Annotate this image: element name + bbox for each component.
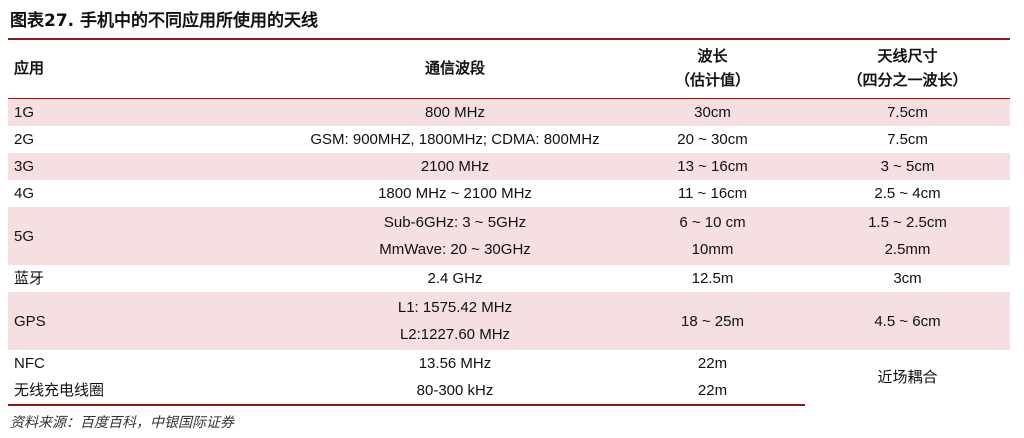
band-line: MmWave: 20 ~ 30GHz	[379, 241, 531, 258]
wavelength-line: 30cm	[694, 104, 731, 121]
header-line: （四分之一波长）	[847, 72, 968, 89]
band-cell: Sub-6GHz: 3 ~ 5GHz MmWave: 20 ~ 30GHz	[290, 207, 620, 265]
antenna-table: 应用 通信波段 波长 （估计值） 天线尺寸 （四分之一波长） 1G 800 MHz 30cm 7…	[8, 38, 1010, 406]
wavelength-cell: 11 ~ 16cm	[620, 180, 805, 207]
band-cell: 2100 MHz	[290, 153, 620, 180]
column-header: 波长 （估计值）	[620, 38, 805, 99]
header-line: 通信波段	[424, 60, 485, 77]
wavelength-cell: 30cm	[620, 98, 805, 126]
app-cell: 蓝牙	[14, 270, 45, 287]
size-line: 2.5mm	[884, 241, 931, 258]
band-cell: 80-300 kHz	[290, 377, 620, 406]
band-line: GSM: 900MHZ, 1800MHz; CDMA: 800MHz	[310, 131, 600, 148]
wavelength-line: 6 ~ 10 cm	[679, 214, 746, 231]
band-line: L2:1227.60 MHz	[399, 326, 511, 343]
table-row: 3G 2100 MHz 13 ~ 16cm 3 ~ 5cm	[8, 153, 1010, 180]
merged-size-cell: 近场耦合	[877, 369, 938, 386]
table-row: 4G 1800 MHz ~ 2100 MHz 11 ~ 16cm 2.5 ~ 4cm	[8, 180, 1010, 207]
size-line: 7.5cm	[887, 131, 928, 148]
table-row: 1G 800 MHz 30cm 7.5cm	[8, 98, 1010, 126]
header-line: 天线尺寸	[877, 48, 938, 65]
table-row: 2G GSM: 900MHZ, 1800MHz; CDMA: 800MHz 20 ~…	[8, 126, 1010, 153]
band-cell: 2.4 GHz	[290, 265, 620, 292]
wavelength-cell: 20 ~ 30cm	[620, 126, 805, 153]
wavelength-cell: 13 ~ 16cm	[620, 153, 805, 180]
size-line: 7.5cm	[887, 104, 928, 121]
header-row: 应用 通信波段 波长 （估计值） 天线尺寸 （四分之一波长）	[8, 38, 1010, 99]
band-line: 80-300 kHz	[416, 382, 494, 399]
wavelength-line: 12.5m	[691, 270, 734, 287]
source-note: 资料来源：百度百科，中银国际证券	[10, 415, 234, 431]
wavelength-line: 22m	[697, 382, 728, 399]
size-cell: 2.5 ~ 4cm	[805, 180, 1010, 207]
app-cell: NFC	[14, 355, 45, 372]
size-cell: 3 ~ 5cm	[805, 153, 1010, 180]
band-cell: 800 MHz	[290, 98, 620, 126]
table-row: GPS L1: 1575.42 MHz L2:1227.60 MHz 18 ~ 25m…	[8, 292, 1010, 350]
band-line: 2100 MHz	[420, 158, 490, 175]
band-cell: 1800 MHz ~ 2100 MHz	[290, 180, 620, 207]
band-line: 1800 MHz ~ 2100 MHz	[378, 185, 532, 202]
band-cell: 13.56 MHz	[290, 350, 620, 377]
wavelength-cell: 6 ~ 10 cm 10mm	[620, 207, 805, 265]
wavelength-line: 11 ~ 16cm	[677, 185, 748, 202]
wavelength-cell: 22m	[620, 377, 805, 406]
band-line: 800 MHz	[424, 104, 486, 121]
band-line: 13.56 MHz	[418, 355, 492, 372]
app-cell: 5G	[8, 207, 290, 265]
size-cell: 4.5 ~ 6cm	[805, 292, 1010, 350]
wavelength-line: 22m	[697, 355, 728, 372]
table-row: NFC 13.56 MHz 22m 近场耦合	[8, 350, 1010, 386]
app-cell: 4G	[14, 185, 35, 202]
app-cell: 1G	[8, 98, 290, 126]
wavelength-line: 10mm	[691, 241, 734, 258]
wavelength-line: 13 ~ 16cm	[677, 158, 748, 175]
wavelength-line: 20 ~ 30cm	[677, 131, 748, 148]
band-line: Sub-6GHz: 3 ~ 5GHz	[383, 214, 527, 231]
app-cell: 无线充电线圈	[8, 377, 290, 406]
size-line: 4.5 ~ 6cm	[874, 312, 941, 330]
wavelength-cell: 22m	[620, 350, 805, 377]
band-cell: GSM: 900MHZ, 1800MHz; CDMA: 800MHz	[290, 126, 620, 153]
app-cell: GPS	[8, 292, 290, 350]
size-line: 3 ~ 5cm	[880, 158, 935, 175]
column-header: 通信波段	[290, 38, 620, 99]
size-cell: 7.5cm	[805, 98, 1010, 126]
title: 图表27. 手机中的不同应用所使用的天线	[10, 11, 319, 31]
table-row: 蓝牙 2.4 GHz 12.5m 3cm	[8, 265, 1010, 292]
size-cell: 1.5 ~ 2.5cm 2.5mm	[805, 207, 1010, 265]
app-cell: 3G	[8, 153, 290, 180]
wavelength-line: 18 ~ 25m	[681, 312, 744, 330]
table-row: 5G Sub-6GHz: 3 ~ 5GHz MmWave: 20 ~ 30GHz 6 …	[8, 207, 1010, 265]
header-line: （估计值）	[674, 72, 750, 89]
wavelength-cell: 12.5m	[620, 265, 805, 292]
band-line: 2.4 GHz	[427, 270, 483, 287]
app-cell: 2G	[14, 131, 35, 148]
column-header: 应用	[8, 38, 290, 99]
header-line: 波长	[697, 48, 728, 65]
band-cell: L1: 1575.42 MHz L2:1227.60 MHz	[290, 292, 620, 350]
size-cell: 3cm	[805, 265, 1010, 292]
table-body: 1G 800 MHz 30cm 7.5cm 2G GSM: 900MHZ, 1800MHz…	[8, 98, 1010, 406]
size-cell: 7.5cm	[805, 126, 1010, 153]
column-header: 天线尺寸 （四分之一波长）	[805, 38, 1010, 99]
wavelength-cell: 18 ~ 25m	[620, 292, 805, 350]
size-line: 3cm	[893, 270, 922, 287]
size-line: 1.5 ~ 2.5cm	[868, 214, 947, 231]
band-line: L1: 1575.42 MHz	[397, 299, 513, 316]
header-line: 应用	[14, 60, 45, 77]
table-row: 无线充电线圈 80-300 kHz 22m	[8, 377, 1010, 406]
size-line: 2.5 ~ 4cm	[874, 185, 941, 202]
